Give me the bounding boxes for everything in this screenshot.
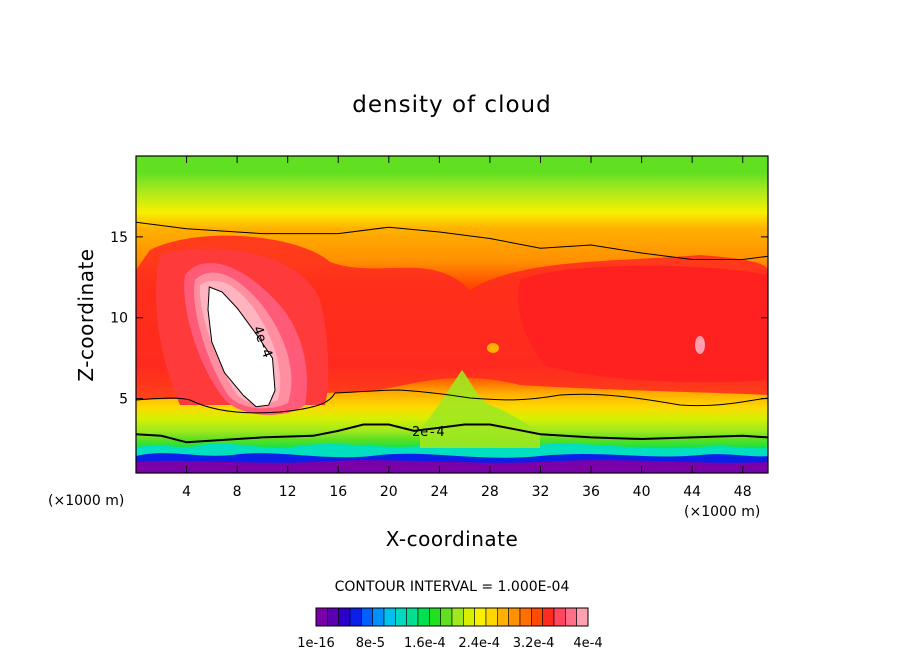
colorbar-swatch bbox=[565, 607, 577, 627]
colorbar-swatch bbox=[508, 607, 521, 627]
x-tick-label: 24 bbox=[430, 484, 448, 500]
plot-frame bbox=[135, 155, 769, 474]
upper-contour-line bbox=[136, 221, 768, 260]
colorbar-swatch bbox=[531, 607, 543, 627]
colorbar-frame bbox=[315, 607, 589, 627]
y-tick-label: 5 bbox=[119, 392, 128, 408]
right-red-cell bbox=[518, 265, 768, 383]
x-tick-label: 4 bbox=[182, 484, 191, 500]
colorbar-label: 1.6e-4 bbox=[404, 636, 446, 651]
colorbar-swatch bbox=[542, 607, 555, 627]
colorbar bbox=[315, 607, 589, 627]
colorbar-swatch bbox=[576, 607, 589, 627]
plot-area: 2e-4 4e-4 bbox=[136, 156, 768, 473]
hotspot-right bbox=[695, 336, 705, 354]
mid-contour-line bbox=[136, 389, 768, 414]
colorbar-swatch bbox=[553, 607, 566, 627]
colorbar-swatch bbox=[519, 607, 532, 627]
colorbar-swatch bbox=[327, 607, 339, 627]
x-tick-label: 36 bbox=[582, 484, 600, 500]
colorbar-swatch bbox=[440, 607, 453, 627]
x-tick-label: 40 bbox=[633, 484, 651, 500]
colorbar-swatch bbox=[451, 607, 464, 627]
colorbar-label: 4e-4 bbox=[573, 636, 602, 651]
colorbar-swatch bbox=[417, 607, 430, 627]
colorbar-swatch bbox=[497, 607, 509, 627]
x-tick-label: 28 bbox=[481, 484, 499, 500]
colorbar-swatch bbox=[463, 607, 475, 627]
x-tick-label: 20 bbox=[380, 484, 398, 500]
colorbar-label: 1e-16 bbox=[297, 636, 335, 651]
colorbar-swatch bbox=[338, 607, 351, 627]
x-tick-label: 48 bbox=[734, 484, 752, 500]
y-axis-ticks: 5 10 15 bbox=[110, 230, 768, 408]
y-tick-label: 15 bbox=[110, 230, 128, 246]
x-unit-label-right: (×1000 m) bbox=[684, 504, 760, 520]
colorbar-swatch bbox=[383, 607, 396, 627]
x-tick-label: 8 bbox=[233, 484, 242, 500]
x-tick-label: 32 bbox=[532, 484, 550, 500]
colorbar-label: 2.4e-4 bbox=[458, 636, 500, 651]
purple-band bbox=[136, 460, 768, 473]
y-axis-label: Z-coordinate bbox=[74, 248, 98, 381]
contour-interval-text: CONTOUR INTERVAL = 1.000E-04 bbox=[335, 579, 570, 595]
colorbar-swatch bbox=[395, 607, 407, 627]
colorbar-swatch bbox=[485, 607, 498, 627]
colorbar-swatch bbox=[349, 607, 362, 627]
x-tick-label: 12 bbox=[279, 484, 297, 500]
chart-title: density of cloud bbox=[352, 92, 551, 118]
colorbar-swatch bbox=[474, 607, 487, 627]
x-axis-ticks: 4 8 12 16 20 24 28 32 36 40 44 48 bbox=[182, 156, 752, 500]
colorbar-swatch bbox=[406, 607, 419, 627]
x-tick-label: 44 bbox=[683, 484, 701, 500]
max-density-region bbox=[207, 286, 276, 408]
colorbar-swatch bbox=[361, 607, 373, 627]
colorbar-swatch bbox=[429, 607, 441, 627]
colorbar-swatch bbox=[315, 607, 328, 627]
hotspot-center bbox=[487, 343, 499, 353]
y-tick-label: 10 bbox=[110, 311, 128, 327]
contour-label-2e-4: 2e-4 bbox=[412, 424, 445, 440]
x-tick-label: 16 bbox=[329, 484, 347, 500]
x-axis-label: X-coordinate bbox=[386, 527, 519, 551]
colorbar-label: 3.2e-4 bbox=[513, 636, 555, 651]
x-unit-label-left: (×1000 m) bbox=[48, 493, 124, 509]
colorbar-label: 8e-5 bbox=[356, 636, 385, 651]
lower-contour-line bbox=[136, 423, 768, 444]
colorbar-labels: 1e-16 8e-5 1.6e-4 2.4e-4 3.2e-4 4e-4 bbox=[297, 636, 602, 651]
colorbar-swatch bbox=[372, 607, 385, 627]
